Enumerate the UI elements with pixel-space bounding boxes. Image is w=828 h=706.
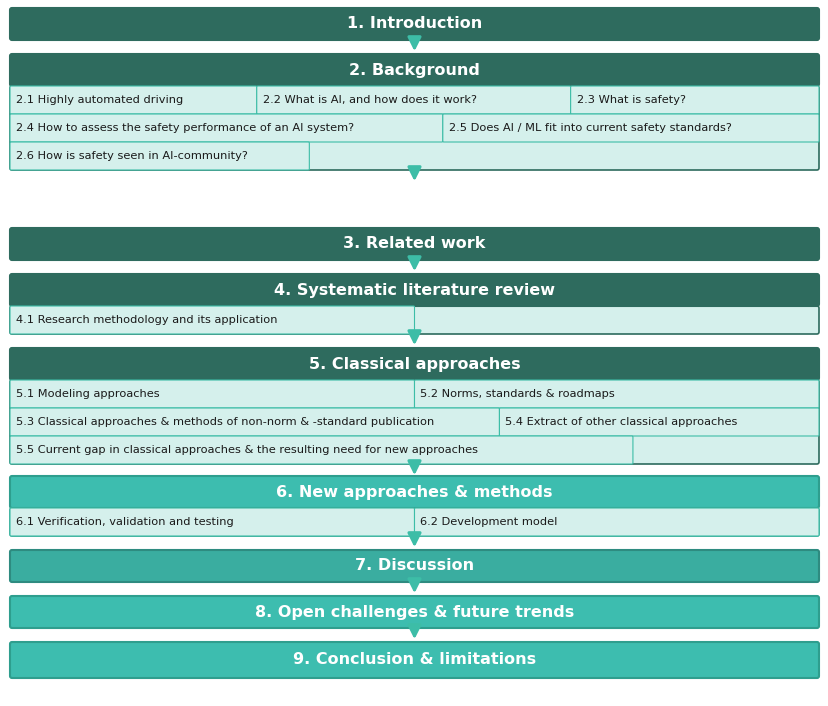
FancyBboxPatch shape bbox=[498, 408, 818, 436]
FancyBboxPatch shape bbox=[570, 86, 818, 114]
FancyBboxPatch shape bbox=[10, 274, 818, 306]
Text: 2. Background: 2. Background bbox=[349, 63, 479, 78]
Text: 5.4 Extract of other classical approaches: 5.4 Extract of other classical approache… bbox=[505, 417, 737, 427]
FancyBboxPatch shape bbox=[10, 306, 414, 334]
FancyBboxPatch shape bbox=[257, 86, 570, 114]
Text: 7. Discussion: 7. Discussion bbox=[354, 558, 474, 573]
Text: 2.5 Does AI / ML fit into current safety standards?: 2.5 Does AI / ML fit into current safety… bbox=[448, 123, 731, 133]
FancyBboxPatch shape bbox=[10, 596, 818, 628]
FancyBboxPatch shape bbox=[10, 114, 442, 142]
FancyBboxPatch shape bbox=[10, 380, 818, 464]
FancyBboxPatch shape bbox=[10, 436, 632, 464]
Text: 5.2 Norms, standards & roadmaps: 5.2 Norms, standards & roadmaps bbox=[420, 389, 614, 399]
Text: 9. Conclusion & limitations: 9. Conclusion & limitations bbox=[292, 652, 536, 667]
FancyBboxPatch shape bbox=[442, 114, 818, 142]
Text: 5.3 Classical approaches & methods of non-norm & -standard publication: 5.3 Classical approaches & methods of no… bbox=[16, 417, 434, 427]
Text: 4.1 Research methodology and its application: 4.1 Research methodology and its applica… bbox=[16, 315, 277, 325]
FancyBboxPatch shape bbox=[414, 508, 818, 536]
FancyBboxPatch shape bbox=[10, 508, 818, 536]
FancyBboxPatch shape bbox=[10, 86, 257, 114]
Text: 6. New approaches & methods: 6. New approaches & methods bbox=[276, 484, 552, 500]
Text: 1. Introduction: 1. Introduction bbox=[346, 16, 482, 32]
FancyBboxPatch shape bbox=[10, 408, 498, 436]
Text: 2.4 How to assess the safety performance of an AI system?: 2.4 How to assess the safety performance… bbox=[16, 123, 354, 133]
Text: 2.6 How is safety seen in AI-community?: 2.6 How is safety seen in AI-community? bbox=[16, 151, 248, 161]
FancyBboxPatch shape bbox=[10, 86, 818, 170]
FancyBboxPatch shape bbox=[10, 380, 414, 408]
Text: 6.2 Development model: 6.2 Development model bbox=[420, 517, 557, 527]
FancyBboxPatch shape bbox=[10, 228, 818, 260]
FancyBboxPatch shape bbox=[10, 348, 818, 380]
FancyBboxPatch shape bbox=[10, 550, 818, 582]
Text: 8. Open challenges & future trends: 8. Open challenges & future trends bbox=[254, 604, 574, 619]
FancyBboxPatch shape bbox=[10, 642, 818, 678]
FancyBboxPatch shape bbox=[414, 380, 818, 408]
FancyBboxPatch shape bbox=[10, 54, 818, 86]
Text: 5. Classical approaches: 5. Classical approaches bbox=[308, 357, 520, 371]
Text: 3. Related work: 3. Related work bbox=[343, 237, 485, 251]
Text: 4. Systematic literature review: 4. Systematic literature review bbox=[274, 282, 554, 297]
Text: 6.1 Verification, validation and testing: 6.1 Verification, validation and testing bbox=[16, 517, 233, 527]
FancyBboxPatch shape bbox=[10, 8, 818, 40]
Text: 2.3 What is safety?: 2.3 What is safety? bbox=[576, 95, 685, 105]
FancyBboxPatch shape bbox=[10, 476, 818, 508]
FancyBboxPatch shape bbox=[10, 306, 818, 334]
Text: 2.1 Highly automated driving: 2.1 Highly automated driving bbox=[16, 95, 183, 105]
FancyBboxPatch shape bbox=[10, 508, 414, 536]
FancyBboxPatch shape bbox=[10, 142, 309, 170]
Text: 5.5 Current gap in classical approaches & the resulting need for new approaches: 5.5 Current gap in classical approaches … bbox=[16, 445, 478, 455]
Text: 2.2 What is AI, and how does it work?: 2.2 What is AI, and how does it work? bbox=[262, 95, 476, 105]
Text: 5.1 Modeling approaches: 5.1 Modeling approaches bbox=[16, 389, 160, 399]
